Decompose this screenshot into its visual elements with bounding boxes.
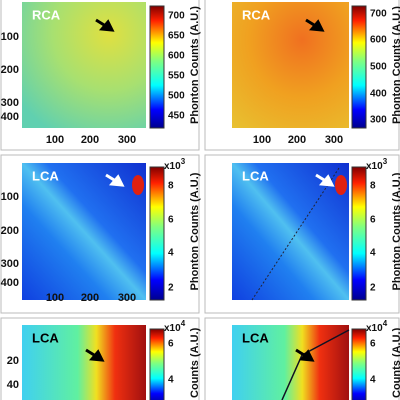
colorbar	[351, 328, 367, 400]
arrow	[295, 348, 315, 362]
colorbar-tick-label: 650	[168, 31, 185, 42]
panel-label: RCA	[242, 7, 271, 22]
colorbar-label: Phonton Counts (A.U.)	[189, 6, 201, 124]
panel-label: LCA	[32, 330, 59, 345]
panel-label: LCA	[242, 330, 269, 345]
colorbar-tick-label: 600	[370, 35, 387, 46]
heatmap	[22, 2, 146, 128]
colorbar-tick-label: 8	[370, 181, 376, 192]
exponent-power: 3	[181, 157, 186, 166]
exponent-power: 4	[383, 319, 388, 328]
y-tick-label: 300	[1, 258, 19, 270]
colorbar-tick-label: 600	[168, 51, 185, 62]
y-tick-label: 200	[1, 225, 19, 237]
colorbar-tick-label: 6	[370, 339, 376, 350]
colorbar-tick-label: 550	[168, 71, 185, 82]
y-tick-label: 300	[1, 97, 19, 109]
hotspot	[132, 175, 144, 195]
exponent-base: x10	[164, 323, 181, 334]
exponent-base: x10	[164, 161, 181, 172]
colorbar-tick-label: 4	[168, 248, 174, 259]
panel-label: LCA	[32, 168, 59, 183]
panel-label: LCA	[242, 168, 269, 183]
colorbar	[351, 166, 367, 301]
colorbar-tick-label: 450	[168, 111, 185, 122]
colorbar-label: Counts (A.U.)	[391, 327, 400, 398]
colorbar-tick-label: 300	[370, 115, 387, 126]
arrow	[85, 348, 105, 362]
colorbar-tick-label: 2	[370, 283, 376, 294]
colorbar-tick-label: 700	[370, 9, 387, 20]
y-tick-label: 100	[1, 31, 19, 43]
x-tick-label: 200	[81, 292, 99, 304]
colorbar-label: Phonton Counts (A.U.)	[189, 172, 201, 290]
y-tick-label: 100	[1, 191, 19, 203]
x-tick-label: 300	[118, 292, 136, 304]
colorbar-tick-label: 4	[370, 248, 376, 259]
colorbar-tick-label: 8	[168, 181, 174, 192]
colorbar-tick-label: 6	[370, 215, 376, 226]
colorbar-tick-label: 400	[370, 89, 387, 100]
colorbar-label: Counts (A.U.)	[189, 327, 201, 398]
x-tick-label: 200	[288, 134, 306, 146]
heatmap	[232, 325, 349, 400]
colorbar-exponent: x104	[366, 319, 388, 334]
heatmap	[22, 163, 146, 300]
y-tick-label: 400	[1, 111, 19, 123]
x-tick-label: 100	[46, 292, 64, 304]
exponent-base: x10	[366, 161, 383, 172]
y-tick-label: 200	[1, 64, 19, 76]
colorbar-tick-label: 6	[168, 215, 174, 226]
colorbar	[149, 328, 165, 400]
colorbar-label: Phonton Counts (A.U.)	[391, 6, 400, 124]
colorbar-label: Phonton Counts (A.U.)	[391, 172, 400, 290]
exponent-base: x10	[366, 323, 383, 334]
colorbar-exponent: x103	[164, 157, 186, 172]
colorbar-tick-label: 500	[168, 91, 185, 102]
x-tick-label: 100	[46, 134, 64, 146]
arrow	[305, 18, 325, 32]
colorbar-tick-label: 4	[168, 375, 174, 386]
arrow	[105, 173, 125, 187]
heatmap	[22, 325, 146, 400]
colorbar	[149, 166, 165, 301]
x-tick-label: 100	[253, 134, 271, 146]
colorbar-tick-label: 4	[370, 375, 376, 386]
heatmap	[232, 2, 349, 128]
colorbar	[351, 5, 367, 129]
x-tick-label: 300	[325, 134, 343, 146]
x-tick-label: 200	[81, 134, 99, 146]
colorbar-exponent: x104	[164, 319, 186, 334]
exponent-power: 3	[383, 157, 388, 166]
arrow	[315, 173, 335, 187]
colorbar-tick-label: 2	[168, 283, 174, 294]
colorbar-tick-label: 6	[168, 339, 174, 350]
hotspot	[335, 175, 347, 195]
y-tick-label: 400	[1, 277, 19, 289]
colorbar-tick-label: 700	[168, 11, 185, 22]
panel-label: RCA	[32, 7, 61, 22]
colorbar-exponent: x103	[366, 157, 388, 172]
colorbar-tick-label: 500	[370, 62, 387, 73]
y-tick-label: 20	[7, 355, 19, 367]
y-tick-label: 40	[7, 379, 19, 391]
exponent-power: 4	[181, 319, 186, 328]
x-tick-label: 300	[118, 134, 136, 146]
colorbar	[149, 5, 165, 129]
arrow	[95, 18, 115, 32]
